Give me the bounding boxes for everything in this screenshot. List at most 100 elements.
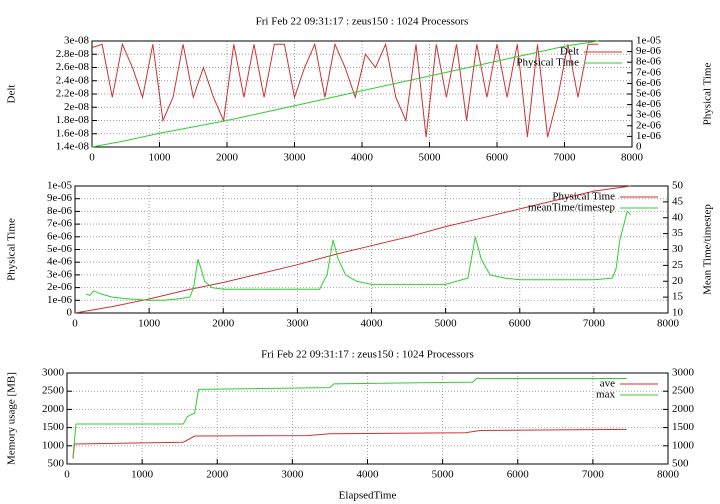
y2-tick-label: 40 xyxy=(672,211,684,223)
x-tick-label: 0 xyxy=(64,469,70,481)
x-tick-label: 0 xyxy=(89,152,95,164)
x-tick-label: 8000 xyxy=(657,318,680,330)
x-tick-label: 2000 xyxy=(206,469,229,481)
data-line xyxy=(91,40,599,148)
x-tick-label: 6000 xyxy=(486,152,509,164)
y-tick-label: 1e-06 xyxy=(47,294,73,306)
x-tick-label: 5000 xyxy=(435,318,458,330)
y-tick-label: 2e-08 xyxy=(64,101,90,113)
x-tick-label: 6000 xyxy=(509,318,532,330)
data-line xyxy=(91,42,599,138)
data-line xyxy=(72,378,627,457)
y-axis-label: Memory usage [MB] xyxy=(6,372,18,465)
y-tick-label: 1e-05 xyxy=(47,180,73,192)
y2-tick-label: 1000 xyxy=(672,439,695,451)
y-tick-label: 1500 xyxy=(42,421,65,433)
x-tick-label: 1000 xyxy=(131,469,154,481)
legend-label: Delt xyxy=(560,46,579,58)
chart-title: Fri Feb 22 09:31:17 : zeus150 : 1024 Pro… xyxy=(261,349,474,361)
y-tick-label: 1.8e-08 xyxy=(56,114,90,126)
data-line xyxy=(72,428,627,459)
y2-tick-label: 2e-06 xyxy=(636,119,662,131)
y-axis-label: Delt xyxy=(6,85,18,104)
y2-tick-label: 500 xyxy=(672,458,689,470)
y2-tick-label: 30 xyxy=(672,243,684,255)
y2-tick-label: 25 xyxy=(672,259,684,271)
y-tick-label: 8e-06 xyxy=(47,205,73,217)
data-line xyxy=(74,185,631,314)
y2-tick-label: 10 xyxy=(672,307,684,319)
chart-title: Fri Feb 22 09:31:17 : zeus150 : 1024 Pro… xyxy=(256,16,469,28)
y2-tick-label: 9e-06 xyxy=(636,45,662,57)
x-tick-label: 4000 xyxy=(361,318,384,330)
y2-tick-label: 1e-05 xyxy=(636,35,662,47)
x-axis-label: ElapsedTime xyxy=(339,490,397,502)
x-tick-label: 7000 xyxy=(554,152,577,164)
x-tick-label: 4000 xyxy=(351,152,374,164)
y-tick-label: 2.8e-08 xyxy=(56,48,90,60)
y2-tick-label: 20 xyxy=(672,275,684,287)
plot-frame xyxy=(74,185,669,314)
y2-axis-label: Physical Time xyxy=(702,63,714,126)
legend-label: Physical Time xyxy=(516,57,579,69)
x-tick-label: 7000 xyxy=(582,469,605,481)
y2-tick-label: 5e-06 xyxy=(636,88,662,100)
legend-label: ave xyxy=(600,378,615,390)
x-tick-label: 2000 xyxy=(212,318,235,330)
plot-frame xyxy=(91,40,633,148)
y2-tick-label: 50 xyxy=(672,180,684,192)
y-tick-label: 3e-08 xyxy=(64,35,90,47)
data-line xyxy=(85,210,632,301)
y-tick-label: 3000 xyxy=(42,367,65,379)
x-tick-label: 3000 xyxy=(286,318,309,330)
y-tick-label: 2.6e-08 xyxy=(56,61,90,73)
y2-tick-label: 3e-06 xyxy=(636,109,662,121)
y-tick-label: 9e-06 xyxy=(47,192,73,204)
y2-tick-label: 1500 xyxy=(672,421,695,433)
y-tick-label: 5e-06 xyxy=(47,243,73,255)
y-tick-label: 2.4e-08 xyxy=(56,74,90,86)
x-tick-label: 5000 xyxy=(432,469,455,481)
y2-tick-label: 2000 xyxy=(672,403,695,415)
y-tick-label: 1000 xyxy=(42,439,65,451)
y-tick-label: 4e-06 xyxy=(47,256,73,268)
y-tick-label: 7e-06 xyxy=(47,218,73,230)
y-tick-label: 3e-06 xyxy=(47,268,73,280)
x-tick-label: 4000 xyxy=(357,469,380,481)
x-tick-label: 5000 xyxy=(419,152,442,164)
x-tick-label: 8000 xyxy=(621,152,644,164)
y-tick-label: 2.2e-08 xyxy=(56,88,90,100)
y2-tick-label: 1e-06 xyxy=(636,130,662,142)
y-axis-label: Physical Time xyxy=(6,218,18,281)
x-tick-label: 1000 xyxy=(149,152,172,164)
y2-tick-label: 7e-06 xyxy=(636,66,662,78)
y2-axis-label: Mean Time/timestep xyxy=(702,204,714,295)
y2-tick-label: 3000 xyxy=(672,367,695,379)
y2-tick-label: 45 xyxy=(672,195,684,207)
x-tick-label: 3000 xyxy=(281,469,304,481)
y-tick-label: 1.4e-08 xyxy=(56,141,90,153)
y-tick-label: 0 xyxy=(67,307,73,319)
x-tick-label: 0 xyxy=(72,318,78,330)
legend-label: max xyxy=(596,389,615,401)
x-tick-label: 8000 xyxy=(657,469,680,481)
legend-label: meanTime/timestep xyxy=(528,202,615,214)
x-tick-label: 6000 xyxy=(507,469,530,481)
legend-label: Physical Time xyxy=(552,191,615,203)
y-tick-label: 2e-06 xyxy=(47,281,73,293)
x-tick-label: 7000 xyxy=(583,318,606,330)
y-tick-label: 2000 xyxy=(42,403,65,415)
x-tick-label: 2000 xyxy=(216,152,239,164)
y-tick-label: 6e-06 xyxy=(47,230,73,242)
y2-tick-label: 8e-06 xyxy=(636,56,662,68)
y2-tick-label: 4e-06 xyxy=(636,98,662,110)
y-tick-label: 500 xyxy=(48,458,65,470)
y-tick-label: 1.6e-08 xyxy=(56,127,90,139)
x-tick-label: 1000 xyxy=(138,318,161,330)
y-tick-label: 2500 xyxy=(42,385,65,397)
y2-tick-label: 2500 xyxy=(672,385,695,397)
x-tick-label: 3000 xyxy=(284,152,307,164)
y2-tick-label: 6e-06 xyxy=(636,77,662,89)
y2-tick-label: 35 xyxy=(672,227,684,239)
